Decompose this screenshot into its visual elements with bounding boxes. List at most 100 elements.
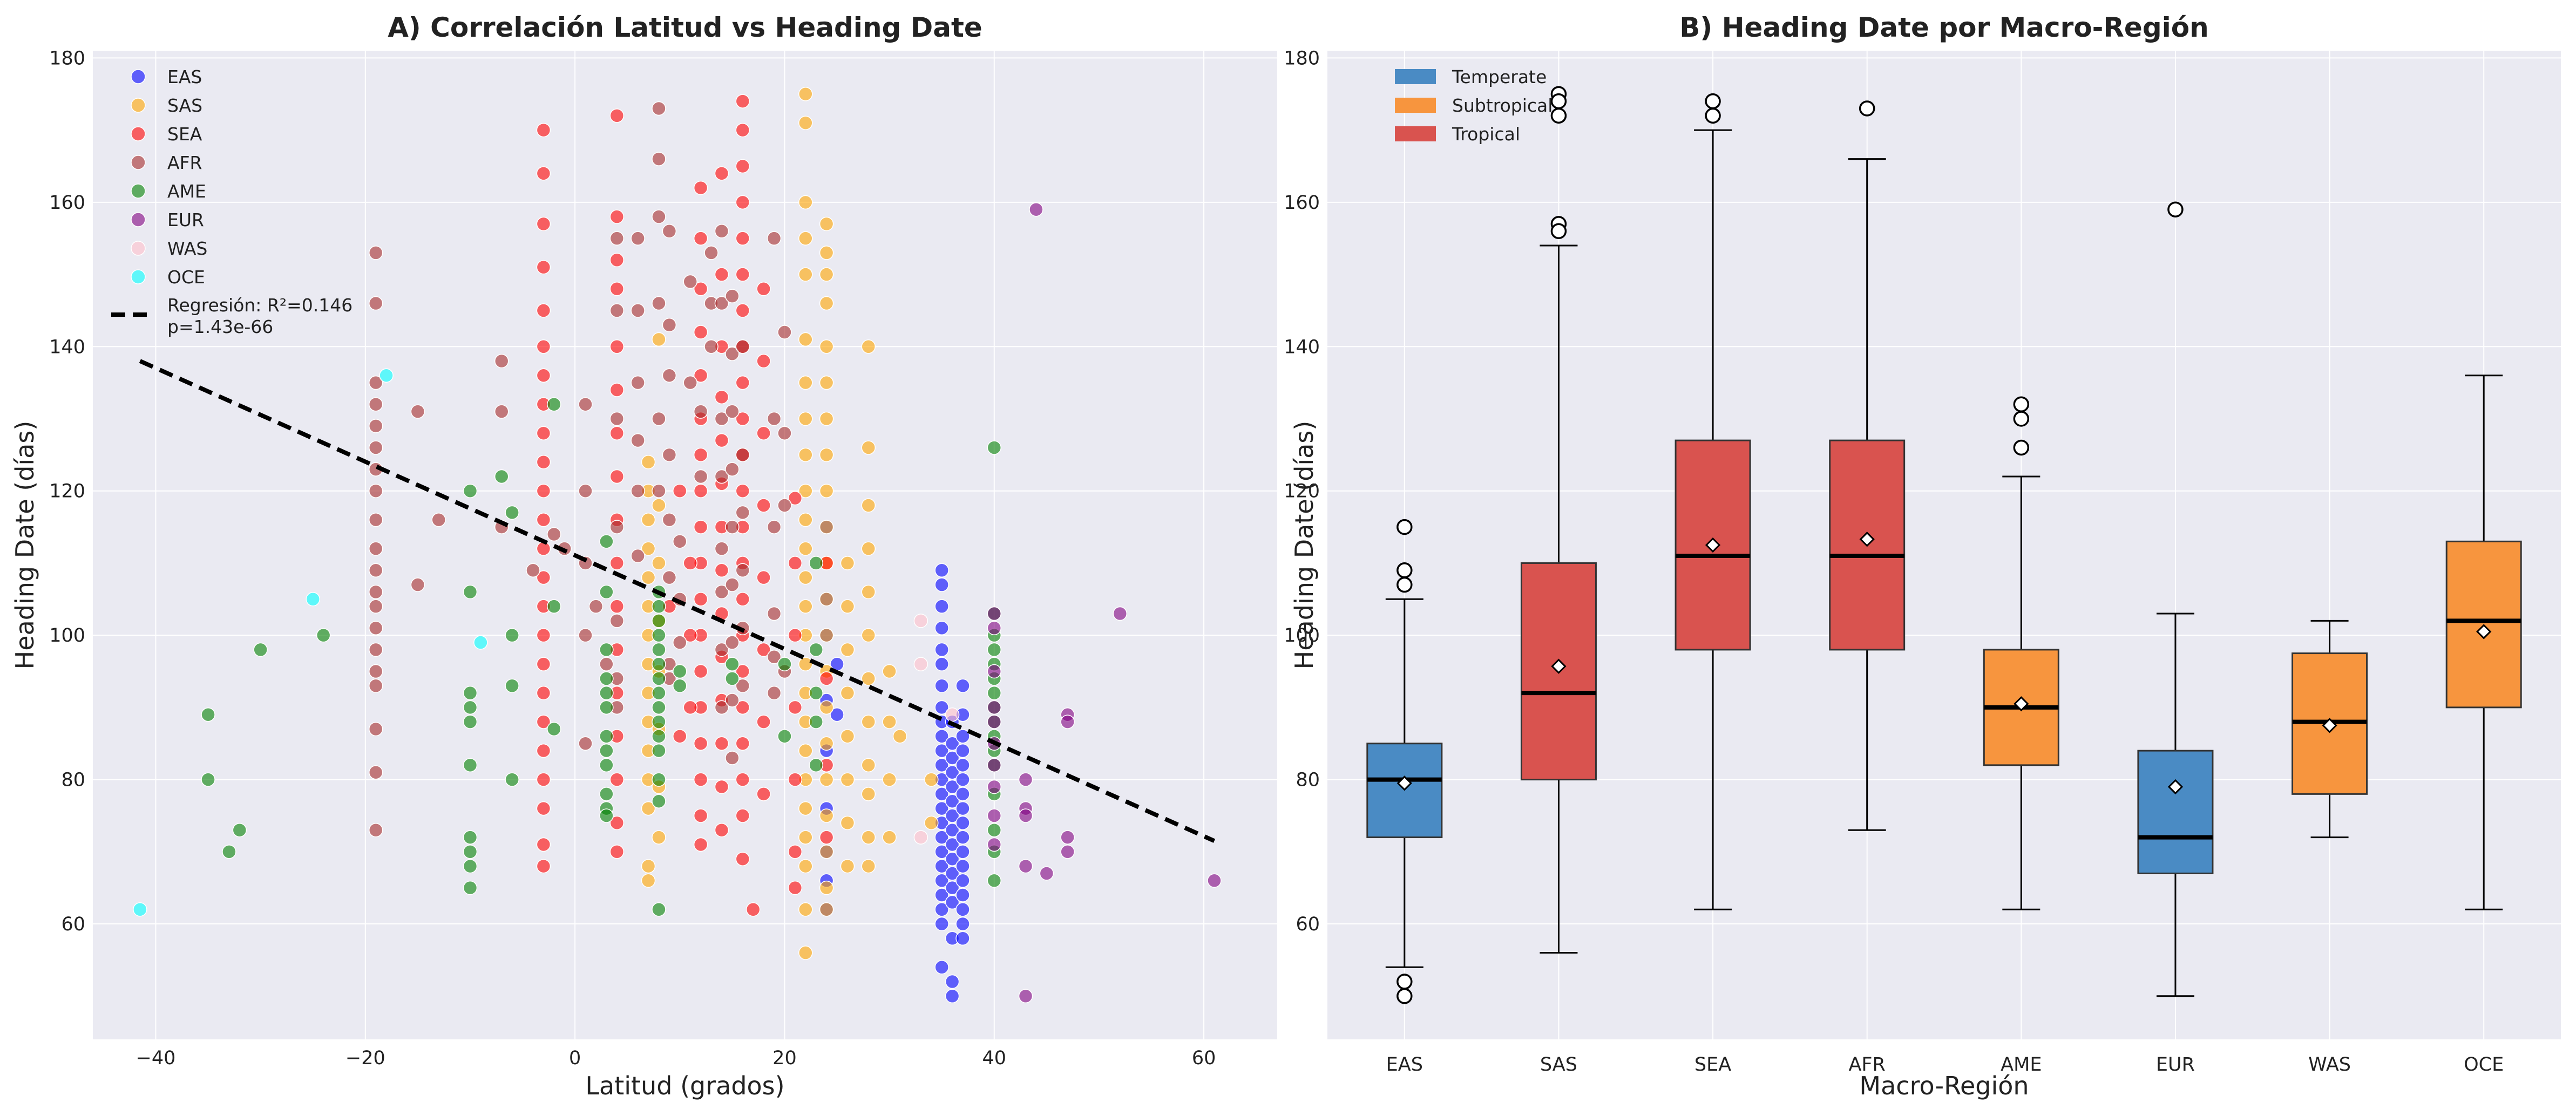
scatter-point-ame — [599, 808, 614, 823]
scatter-point-sea — [609, 469, 625, 484]
scatter-point-sea — [536, 216, 551, 232]
scatter-point-afr — [735, 447, 750, 462]
scatter-point-ame — [599, 729, 614, 744]
scatter-point-sas — [798, 484, 813, 498]
scatter-point-eur — [1207, 873, 1222, 888]
scatter-point-sas — [798, 570, 813, 585]
legend-label-eas: EAS — [167, 66, 202, 87]
scatter-point-afr — [652, 411, 666, 426]
scatter-point-was — [913, 830, 928, 845]
legend-label-subtropical: Subtropical — [1452, 95, 1553, 116]
scatter-point-eur — [987, 779, 1002, 794]
scatter-point-eas — [934, 657, 949, 671]
scatter-point-sas — [798, 801, 813, 816]
boxplot-y-tick-label: 140 — [1284, 336, 1320, 358]
scatter-point-ame — [673, 664, 687, 679]
scatter-y-tick-label: 120 — [49, 481, 85, 502]
scatter-point-afr — [725, 577, 740, 592]
scatter-point-eas — [945, 895, 960, 910]
scatter-point-afr — [714, 584, 729, 600]
scatter-point-afr — [714, 642, 729, 657]
box-eas — [1366, 519, 1443, 1004]
scatter-point-sea — [536, 339, 551, 354]
scatter-x-tick-label: 40 — [982, 1047, 1006, 1069]
scatter-point-eas — [955, 845, 970, 859]
scatter-point-sas — [641, 859, 656, 874]
scatter-point-ame — [599, 584, 614, 600]
scatter-point-sea — [756, 498, 771, 513]
scatter-point-ame — [652, 714, 666, 729]
scatter-point-sas — [798, 945, 813, 960]
scatter-point-sas — [819, 880, 834, 895]
scatter-point-ame — [652, 685, 666, 700]
scatter-point-sea — [735, 592, 750, 607]
scatter-point-ame — [463, 845, 478, 859]
boxplot-panel: 60 80 100 120 140 160 180 EAS SAS SEA AFR AME EUR WAS… — [1284, 12, 2561, 1100]
scatter-point-sas — [924, 815, 939, 831]
scatter-point-sas — [924, 772, 939, 787]
scatter-point-ame — [809, 685, 823, 700]
scatter-point-eas — [955, 830, 970, 845]
scatter-point-ame — [463, 584, 478, 600]
scatter-point-ame — [599, 671, 614, 686]
scatter-point-sea — [735, 231, 750, 246]
scatter-point-sas — [840, 772, 855, 787]
scatter-point-ame — [652, 642, 666, 657]
scatter-point-sea — [609, 383, 625, 397]
scatter-point-sea — [609, 556, 625, 570]
scatter-point-eas — [934, 960, 949, 975]
scatter-point-sea — [693, 837, 708, 852]
scatter-point-ame — [652, 902, 666, 917]
legend-label-was: WAS — [167, 238, 207, 259]
scatter-point-afr — [693, 469, 708, 484]
scatter-point-ame — [652, 671, 666, 686]
scatter-point-sas — [798, 743, 813, 758]
legend-marker-was — [131, 241, 146, 256]
scatter-point-afr — [767, 231, 782, 246]
scatter-point-afr — [725, 462, 740, 477]
scatter-point-afr — [368, 599, 383, 614]
scatter-point-sas — [882, 772, 897, 787]
scatter-point-afr — [631, 303, 645, 318]
scatter-point-eas — [934, 577, 949, 592]
scatter-point-eas — [955, 743, 970, 758]
scatter-point-sas — [798, 541, 813, 556]
scatter-point-oce — [306, 592, 320, 607]
scatter-point-eur — [1060, 830, 1075, 845]
scatter-point-afr — [578, 736, 593, 751]
scatter-point-eur — [1060, 845, 1075, 859]
scatter-point-sas — [882, 714, 897, 729]
scatter-point-ame — [505, 628, 519, 643]
outlier-point — [1550, 93, 1567, 110]
scatter-point-sas — [798, 195, 813, 210]
boxplot-x-axis-label: Macro-Región — [1859, 1071, 2029, 1100]
scatter-point-sas — [861, 339, 876, 354]
scatter-point-sea — [714, 166, 729, 181]
box-oce — [2445, 375, 2522, 910]
scatter-point-ame — [599, 758, 614, 773]
scatter-point-sea — [536, 303, 551, 318]
scatter-point-ame — [463, 880, 478, 895]
legend-marker-oce — [131, 269, 146, 284]
scatter-point-afr — [578, 628, 593, 643]
scatter-point-afr — [410, 577, 425, 592]
scatter-point-sea — [756, 282, 771, 296]
scatter-point-ame — [599, 534, 614, 549]
scatter-point-eas — [955, 916, 970, 931]
scatter-point-sea — [714, 563, 729, 578]
scatter-point-eur — [1029, 202, 1043, 217]
scatter-point-eas — [934, 563, 949, 578]
scatter-x-tick-label: −20 — [345, 1047, 385, 1069]
scatter-point-sea — [735, 736, 750, 751]
scatter-point-afr — [368, 484, 383, 498]
scatter-point-sas — [840, 599, 855, 614]
outlier-point — [1705, 107, 1721, 124]
mean-marker — [2322, 718, 2337, 733]
scatter-point-ame — [599, 642, 614, 657]
scatter-point-sea — [609, 772, 625, 787]
scatter-point-afr — [693, 404, 708, 419]
scatter-point-sea — [536, 260, 551, 275]
scatter-point-sas — [861, 758, 876, 773]
scatter-point-afr — [368, 397, 383, 412]
box-eur — [2137, 201, 2214, 997]
